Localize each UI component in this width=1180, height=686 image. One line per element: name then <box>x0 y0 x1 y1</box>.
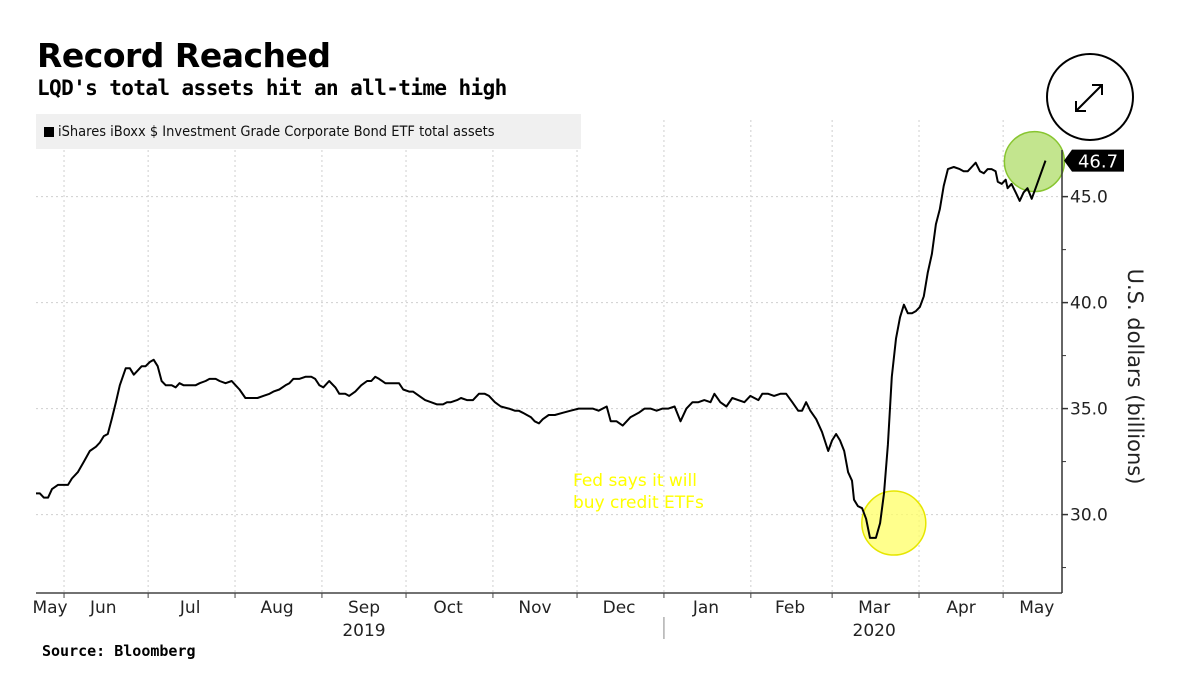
y-tick-label: 35.0 <box>1070 400 1108 420</box>
last-value-badge <box>1064 149 1124 172</box>
highlight-circle-fed <box>861 490 927 556</box>
x-tick-label: Aug <box>260 598 293 618</box>
axes: 30.0 35.0 40.0 45.0 May Jun Jul Aug Sep Oct Nov Dec… <box>32 150 1147 641</box>
x-tick-label: Apr <box>946 598 975 618</box>
x-tick-label: Jan <box>692 598 719 618</box>
legend: iShares iBoxx $ Investment Grade Corpora… <box>36 114 581 149</box>
x-tick-label: Jun <box>89 598 117 618</box>
x-tick-label: Dec <box>603 598 636 618</box>
series-layer <box>36 160 1047 539</box>
highlight-circle-record <box>1003 130 1066 193</box>
x-year-label: 2020 <box>853 621 896 641</box>
y-axis-label: U.S. dollars (billions) <box>1123 269 1147 485</box>
x-tick-label: Sep <box>348 598 380 618</box>
x-tick-label: Jul <box>179 598 201 618</box>
expand-button[interactable] <box>1046 53 1134 141</box>
y-tick-label: 40.0 <box>1070 294 1108 314</box>
source-note: Source: Bloomberg <box>42 642 196 660</box>
annotation-text: buy credit ETFs <box>573 493 704 513</box>
x-tick-label: Mar <box>858 598 890 618</box>
chart-subtitle: LQD's total assets hit an all-time high <box>37 76 507 100</box>
grid <box>36 120 1062 593</box>
x-tick-label: May <box>32 598 67 618</box>
annotation-text: Fed says it will <box>573 471 697 491</box>
y-tick-label: 45.0 <box>1070 188 1108 208</box>
y-tick-label: 30.0 <box>1070 506 1108 526</box>
series-line <box>36 160 1047 539</box>
x-year-label: 2019 <box>342 621 385 641</box>
legend-label: iShares iBoxx $ Investment Grade Corpora… <box>58 123 495 140</box>
legend-swatch <box>44 126 54 137</box>
annotations-background <box>861 130 1066 556</box>
expand-arrows-icon <box>1075 84 1103 112</box>
x-tick-label: Feb <box>775 598 805 618</box>
chart-title: Record Reached <box>37 36 331 75</box>
x-tick-label: Nov <box>518 598 551 618</box>
last-value-label: 46.7 <box>1078 152 1118 173</box>
x-tick-label: Oct <box>433 598 463 618</box>
x-tick-label: May <box>1019 598 1054 618</box>
